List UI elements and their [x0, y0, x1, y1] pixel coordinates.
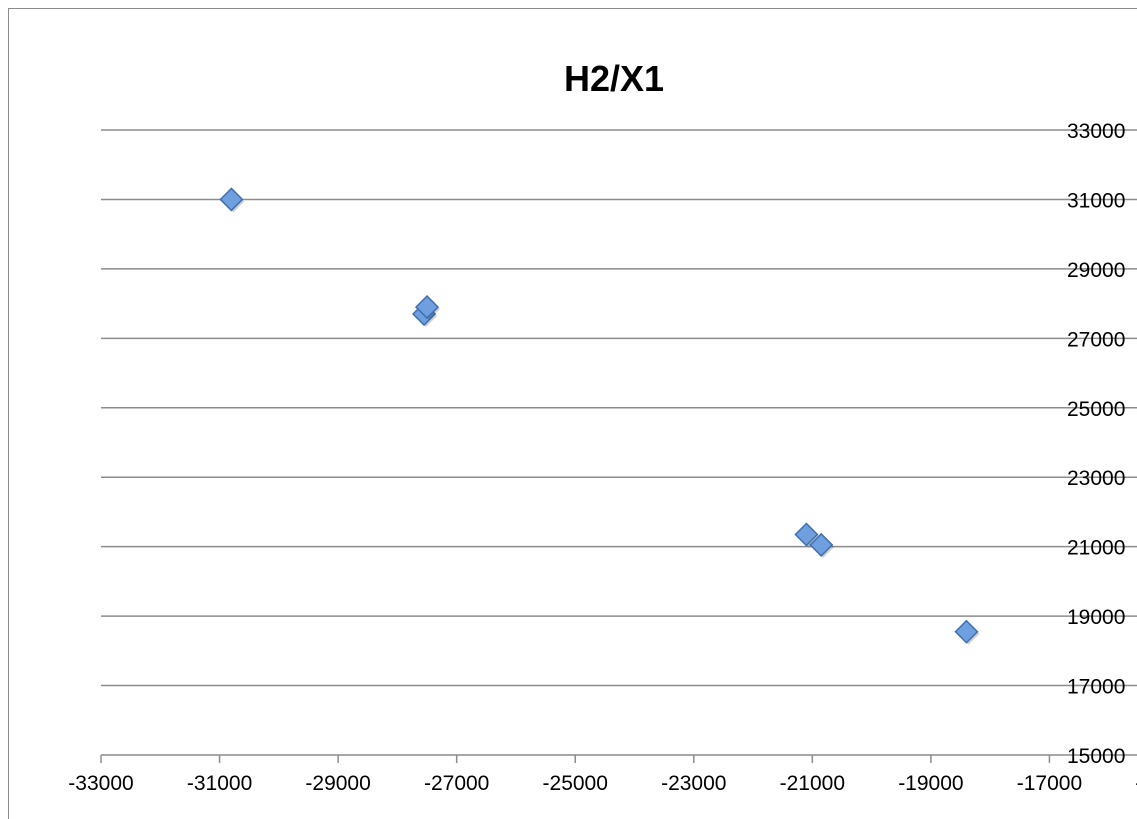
y-tick-label: 21000: [1067, 537, 1125, 560]
x-tick-label: -19000: [898, 772, 963, 795]
data-point: [219, 187, 244, 212]
data-point: [809, 532, 834, 557]
y-tick-label: 25000: [1067, 398, 1125, 421]
y-tick-label: 27000: [1067, 328, 1125, 351]
y-axis-tick-labels: 15000 17000 19000 21000 23000 25000 27000 29000…: [1067, 120, 1125, 768]
y-tick-label: 31000: [1067, 189, 1125, 212]
data-points: [219, 187, 980, 645]
y-tick-label: 17000: [1067, 676, 1125, 699]
y-tick-label: 29000: [1067, 259, 1125, 282]
y-tick-label: 23000: [1067, 467, 1125, 490]
chart-title: H2/X1: [564, 58, 664, 99]
y-tick-label: 15000: [1067, 745, 1125, 768]
x-tick-label: -31000: [187, 772, 252, 795]
x-tick-label: -15000: [1135, 772, 1137, 795]
x-tick-label: -25000: [543, 772, 608, 795]
gridlines: [101, 129, 1137, 687]
x-tick-label: -21000: [780, 772, 845, 795]
x-axis-tick-labels: -33000 -31000 -29000 -27000 -25000 -23000 -210…: [68, 772, 1137, 795]
data-point: [794, 522, 819, 547]
x-tick-label: -17000: [1017, 772, 1082, 795]
x-tick-label: -23000: [661, 772, 726, 795]
x-tick-label: -33000: [68, 772, 133, 795]
x-tick-label: -27000: [424, 772, 489, 795]
y-tick-label: 33000: [1067, 120, 1125, 143]
data-point: [414, 295, 440, 320]
chart-border: [8, 8, 1137, 819]
data-point: [954, 619, 979, 644]
y-tick-label: 19000: [1067, 606, 1125, 629]
x-tick-label: -29000: [305, 772, 370, 795]
x-axis: [100, 754, 1137, 763]
